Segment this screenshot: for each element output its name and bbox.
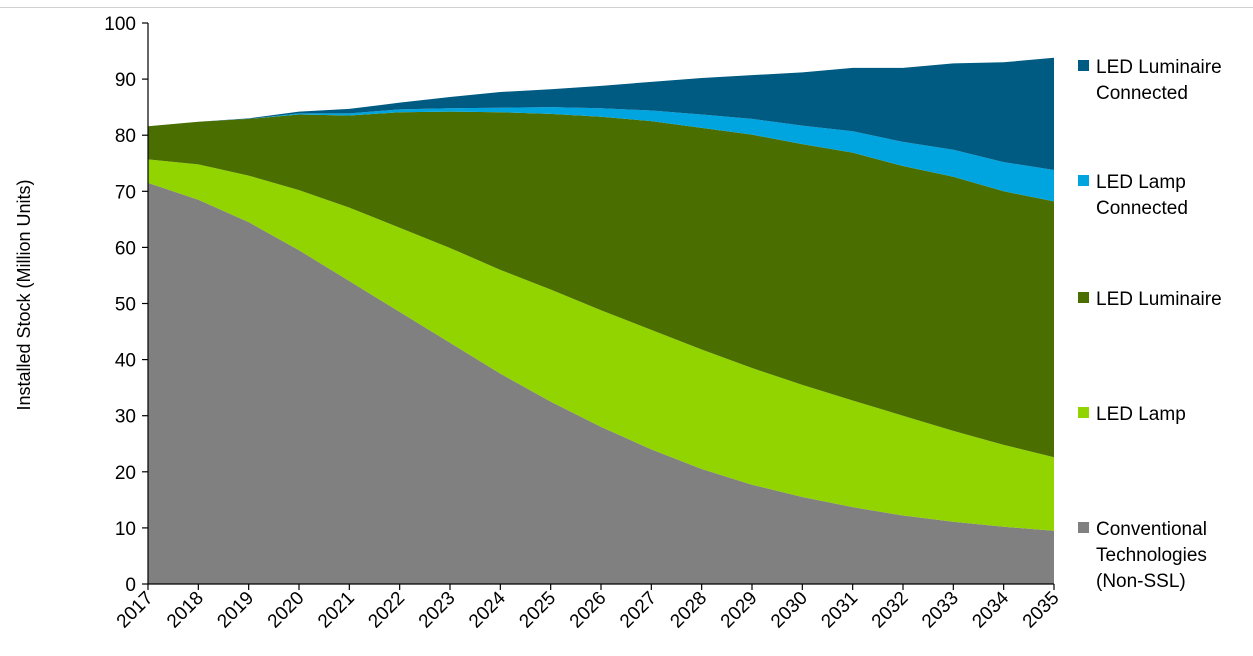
x-tick-label: 2033	[918, 588, 963, 633]
area-led-lamp-connected	[148, 107, 1054, 202]
x-tick-label: 2026	[566, 588, 611, 633]
x-tick-label: 2023	[415, 588, 460, 633]
top-border-line	[0, 7, 1253, 8]
legend-label: (Non-SSL)	[1096, 571, 1186, 592]
y-tick-label: 40	[115, 351, 136, 372]
x-tick-label: 2019	[213, 588, 258, 633]
legend-label: LED Lamp	[1096, 404, 1186, 425]
y-tick-label: 50	[115, 295, 136, 316]
legend-entry-led-luminaire: LED Luminaire	[1078, 289, 1222, 310]
x-tick-label: 2018	[163, 588, 208, 633]
x-tick-label: 2027	[616, 588, 661, 633]
legend-label: Conventional	[1096, 519, 1207, 540]
legend-label: LED Luminaire	[1096, 289, 1222, 310]
area-led-luminaire	[148, 111, 1054, 458]
y-tick-label: 90	[115, 70, 136, 91]
area-led-lamp	[148, 159, 1054, 531]
legend-swatch	[1078, 175, 1089, 186]
y-tick-label: 80	[115, 126, 136, 147]
legend-swatch	[1078, 292, 1089, 303]
legend-entry-led-lamp: LED Lamp	[1078, 404, 1186, 425]
legend-swatch	[1078, 407, 1089, 418]
x-tick-label: 2029	[717, 588, 762, 633]
legend-label: Technologies	[1096, 545, 1207, 566]
y-tick-label: 70	[115, 182, 136, 203]
y-tick-label: 100	[104, 14, 136, 35]
legend-label: Connected	[1096, 198, 1188, 219]
legend-label: Connected	[1096, 83, 1188, 104]
y-tick-label: 0	[125, 575, 136, 596]
y-tick-label: 30	[115, 407, 136, 428]
legend-label: LED Luminaire	[1096, 57, 1222, 78]
legend-entry-led-lamp-connected: LED Lamp Connected	[1078, 172, 1188, 219]
x-tick-label: 2025	[515, 588, 560, 633]
axes-group	[142, 22, 1055, 590]
y-tick-labels: 0 10 20 30 40 50 60 70 80 90 100	[104, 14, 136, 596]
x-tick-label: 2031	[817, 588, 862, 633]
x-tick-label: 2022	[364, 588, 409, 633]
x-tick-label: 2020	[264, 588, 309, 633]
area-series-group	[148, 57, 1054, 584]
area-led-luminaire-connected	[148, 57, 1054, 170]
y-axis-title: Installed Stock (Million Units)	[14, 179, 34, 410]
legend-entry-conventional-technologies-non-ssl: Conventional Technologies (Non-SSL)	[1078, 519, 1207, 592]
x-tick-label: 2021	[314, 588, 359, 633]
x-tick-label: 2017	[113, 588, 158, 633]
legend-label: LED Lamp	[1096, 172, 1186, 193]
y-tick-label: 10	[115, 519, 136, 540]
x-tick-label: 2034	[968, 587, 1013, 632]
x-tick-label: 2028	[666, 588, 711, 633]
x-tick-label: 2032	[868, 588, 913, 633]
legend-swatch	[1078, 60, 1089, 71]
x-tick-label: 2035	[1019, 588, 1064, 633]
x-tick-labels: 2017 2018 2019 2020 2021 2022 2023 2024 2025 2026…	[113, 587, 1064, 632]
y-tick-label: 20	[115, 463, 136, 484]
legend-swatch	[1078, 522, 1089, 533]
legend-entry-led-luminaire-connected: LED Luminaire Connected	[1078, 57, 1222, 104]
x-tick-label: 2024	[465, 587, 510, 632]
x-tick-label: 2030	[767, 588, 812, 633]
y-tick-label: 60	[115, 238, 136, 259]
area-conventional-technologies-non-ssl	[148, 182, 1054, 584]
